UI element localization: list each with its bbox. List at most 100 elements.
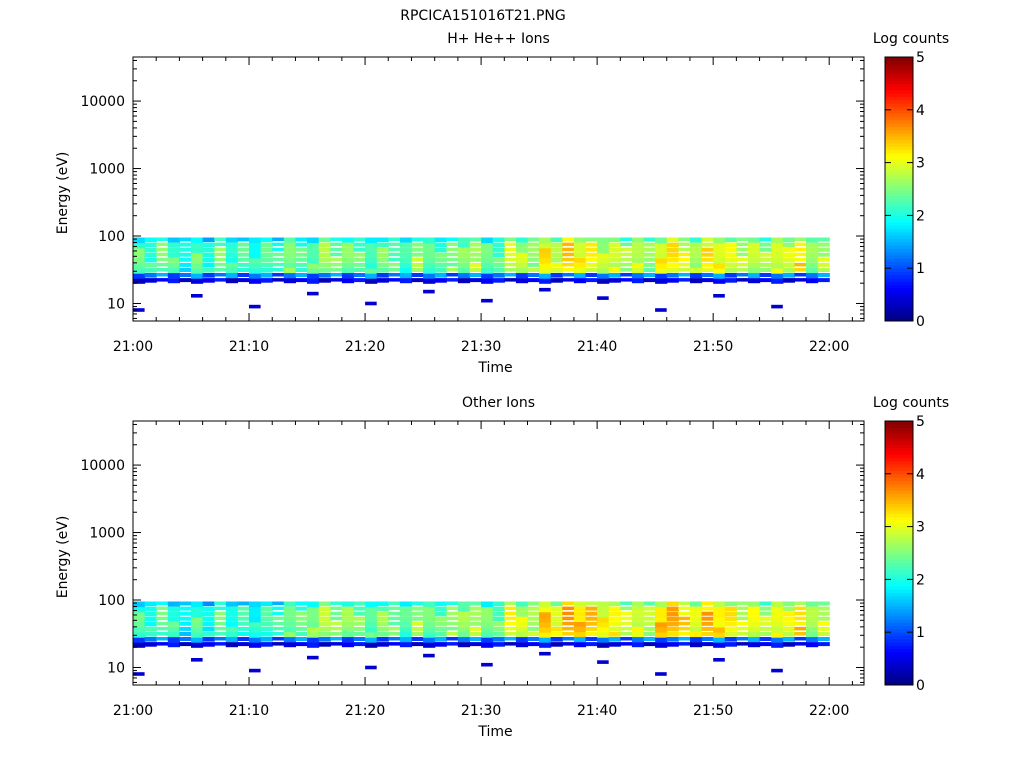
heatmap-cell bbox=[353, 642, 366, 647]
heatmap-cell bbox=[817, 642, 830, 647]
heatmap-cell bbox=[724, 278, 737, 283]
heatmap-cell bbox=[225, 601, 238, 607]
heatmap-cell bbox=[411, 611, 424, 616]
heatmap-cell bbox=[295, 268, 308, 272]
heatmap-cell bbox=[318, 273, 331, 278]
heatmap-cell bbox=[144, 252, 157, 258]
heatmap-cell bbox=[295, 242, 308, 247]
heatmap-cell bbox=[179, 237, 192, 242]
colorbar-swatch bbox=[885, 622, 913, 627]
heatmap-cell bbox=[469, 637, 482, 641]
heatmap-cell bbox=[446, 637, 459, 641]
heatmap-cell bbox=[631, 257, 645, 263]
heatmap-cell bbox=[713, 637, 726, 643]
colorbar-swatch bbox=[885, 454, 913, 458]
heatmap-cell bbox=[539, 611, 552, 618]
heatmap-cell bbox=[481, 268, 494, 274]
heatmap-cell bbox=[806, 616, 819, 622]
heatmap-cell bbox=[330, 642, 343, 646]
heatmap-cell bbox=[481, 662, 493, 667]
heatmap-cell bbox=[643, 268, 656, 272]
heatmap-cell bbox=[469, 268, 482, 272]
heatmap-cell bbox=[295, 621, 308, 626]
heatmap-cell bbox=[539, 601, 552, 608]
heatmap-cell bbox=[133, 621, 146, 628]
colorbar-swatch bbox=[885, 99, 913, 104]
heatmap-cell bbox=[167, 611, 180, 617]
heatmap-cell bbox=[759, 611, 772, 616]
heatmap-cell bbox=[782, 252, 795, 258]
heatmap-cell bbox=[701, 252, 714, 257]
heatmap-cell bbox=[376, 637, 389, 642]
colorbar-swatch bbox=[885, 258, 913, 263]
heatmap-cell bbox=[504, 642, 517, 646]
heatmap-cell bbox=[701, 278, 714, 283]
heatmap-cell bbox=[806, 621, 819, 627]
heatmap-cell bbox=[748, 242, 761, 248]
y-axis-label: Energy (eV) bbox=[55, 516, 71, 599]
colorbar-swatch bbox=[885, 241, 913, 246]
heatmap-cell bbox=[260, 242, 273, 248]
heatmap-cell bbox=[597, 611, 610, 618]
heatmap-cell bbox=[156, 252, 169, 257]
heatmap-cell bbox=[713, 658, 725, 662]
heatmap-cell bbox=[771, 606, 784, 613]
colorbar-swatch bbox=[885, 632, 913, 636]
colorbar-label: Log counts bbox=[873, 395, 949, 411]
colorbar-swatch bbox=[885, 675, 913, 679]
colorbar-swatch bbox=[885, 523, 913, 528]
heatmap-cell bbox=[631, 247, 645, 253]
heatmap-cell bbox=[666, 606, 679, 612]
colorbar-swatch bbox=[885, 553, 913, 557]
heatmap-cell bbox=[237, 237, 250, 242]
heatmap-cell bbox=[191, 601, 204, 608]
heatmap-cell bbox=[156, 237, 169, 241]
heatmap-cell bbox=[701, 626, 714, 631]
heatmap-cell bbox=[678, 601, 691, 605]
heatmap-cell bbox=[620, 247, 633, 252]
heatmap-cell bbox=[365, 626, 378, 633]
heatmap-cell bbox=[457, 262, 471, 268]
heatmap-cell bbox=[492, 278, 505, 283]
heatmap-cell bbox=[260, 642, 273, 647]
heatmap-cell bbox=[782, 247, 795, 253]
heatmap-cell bbox=[156, 626, 169, 631]
colorbar-tick-label: 4 bbox=[916, 467, 925, 483]
heatmap-cell bbox=[191, 242, 204, 249]
heatmap-cell bbox=[353, 242, 366, 247]
heatmap-cell bbox=[133, 642, 146, 648]
heatmap-cell bbox=[272, 237, 285, 241]
heatmap-cell bbox=[388, 268, 401, 272]
heatmap-cell bbox=[655, 637, 668, 643]
heatmap-cell bbox=[678, 252, 691, 257]
colorbar-tick-label: 3 bbox=[916, 520, 925, 536]
heatmap-cell bbox=[330, 621, 343, 626]
heatmap-cell bbox=[225, 621, 238, 627]
y-tick-label: 1000 bbox=[89, 162, 125, 178]
heatmap-cell bbox=[794, 257, 807, 262]
heatmap-cell bbox=[806, 242, 819, 248]
heatmap-cell bbox=[573, 611, 587, 617]
heatmap-cell bbox=[191, 642, 204, 648]
heatmap-cell bbox=[214, 637, 227, 641]
heatmap-cell bbox=[550, 242, 563, 248]
heatmap-cell bbox=[748, 273, 761, 279]
colorbar-swatch bbox=[885, 311, 913, 315]
heatmap-cell bbox=[771, 611, 784, 618]
heatmap-cell bbox=[388, 278, 401, 282]
heatmap-cell bbox=[399, 242, 413, 248]
heatmap-cell bbox=[365, 601, 378, 608]
heatmap-cell bbox=[562, 268, 575, 272]
heatmap-cell bbox=[341, 616, 355, 622]
heatmap-cell bbox=[597, 632, 610, 638]
colorbar-swatch bbox=[885, 500, 913, 504]
heatmap-cell bbox=[817, 268, 830, 272]
colorbar-swatch bbox=[885, 609, 913, 613]
heatmap-cell bbox=[353, 237, 366, 242]
heatmap-cell bbox=[179, 642, 192, 647]
heatmap-cell bbox=[434, 262, 447, 268]
heatmap-cell bbox=[179, 637, 192, 641]
heatmap-cell bbox=[492, 262, 505, 268]
heatmap-cell bbox=[202, 278, 215, 283]
heatmap-cell bbox=[249, 242, 262, 249]
